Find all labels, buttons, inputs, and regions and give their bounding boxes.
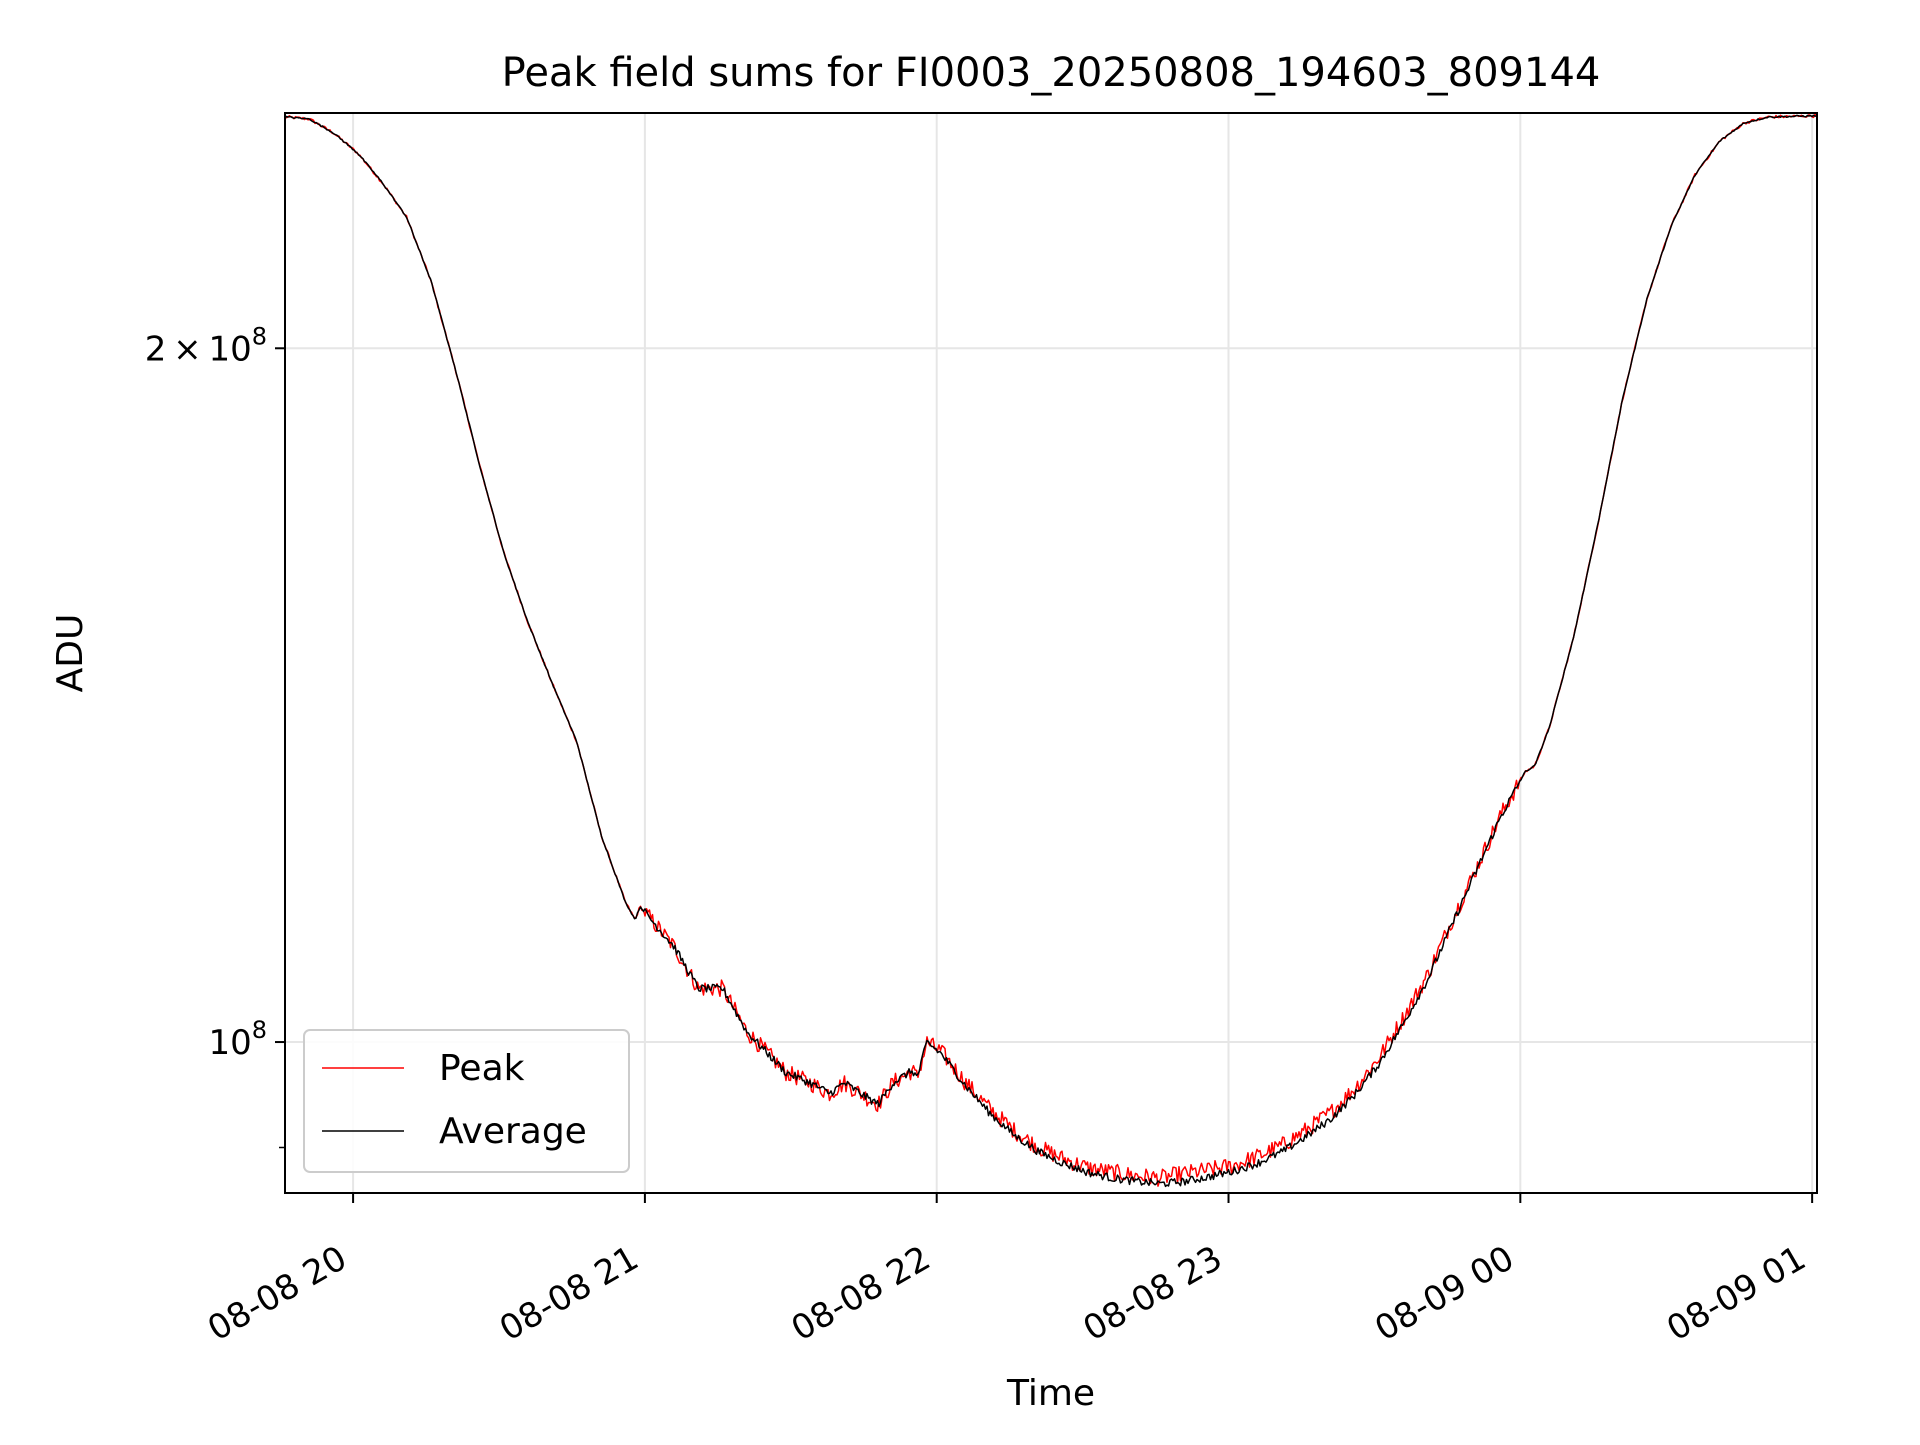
plot-frame — [284, 112, 1818, 1194]
x-axis-label: Time — [1006, 1373, 1095, 1414]
y-axis-label: ADU — [50, 614, 91, 693]
legend: Peak Average — [303, 1029, 630, 1173]
y-axis: 108 2 × 108 — [145, 322, 285, 1149]
chart-title: Peak field sums for FI0003_20250808_1946… — [502, 50, 1601, 96]
series-layer — [285, 113, 1817, 1188]
series-line-average — [285, 114, 1817, 1188]
y-tick-label: 108 — [208, 1016, 267, 1063]
y-tick-label: 2 × 108 — [145, 322, 267, 369]
legend-box — [303, 1029, 630, 1173]
legend-label-peak: Peak — [439, 1048, 525, 1089]
legend-label-average: Average — [439, 1111, 587, 1152]
